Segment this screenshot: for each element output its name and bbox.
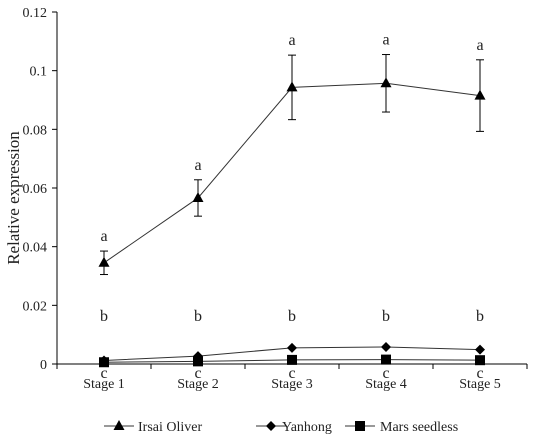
legend-marker: [355, 421, 365, 431]
data-point: [474, 89, 486, 100]
y-tick-label: 0.02: [23, 299, 48, 314]
data-point: [193, 356, 203, 367]
x-tick-labels: Stage 1 Stage 2 Stage 3 Stage 4 Stage 5: [83, 377, 501, 392]
data-point: [286, 81, 298, 92]
series-mars-seedless: [99, 354, 485, 368]
data-point: [381, 354, 391, 365]
y-tick-label: 0.1: [30, 65, 48, 80]
significance-label: c: [476, 365, 483, 382]
legend-label: Yanhong: [282, 420, 332, 435]
significance-label: b: [194, 308, 202, 325]
legend-item: Yanhong: [256, 420, 332, 435]
series-irsai-oliver: [98, 54, 486, 276]
axes: [52, 11, 528, 369]
y-axis-label: Relative expression: [4, 131, 23, 265]
data-point: [98, 256, 110, 267]
significance-label: c: [100, 365, 107, 382]
data-point: [381, 341, 391, 352]
legend-item: Mars seedless: [345, 420, 458, 435]
legend: Irsai Oliver Yanhong Mars seedless: [104, 420, 458, 435]
legend-marker: [266, 421, 276, 431]
significance-label: a: [382, 32, 389, 49]
significance-label: a: [476, 37, 483, 54]
significance-label: b: [100, 308, 108, 325]
data-point: [475, 344, 485, 355]
y-tick-label: 0.06: [23, 182, 48, 197]
data-point: [475, 355, 485, 366]
data-point: [99, 357, 109, 368]
data-point: [380, 77, 392, 88]
significance-label: b: [382, 308, 390, 325]
significance-labels: a a a a a b b b b b c c c c c: [100, 32, 484, 382]
x-tick-label: Stage 2: [177, 377, 219, 392]
data-point: [287, 342, 297, 353]
significance-label: a: [194, 157, 201, 174]
legend-marker: [113, 420, 125, 430]
y-tick-label: 0.08: [23, 123, 48, 138]
y-tick-labels: 0 0.02 0.04 0.06 0.08 0.1 0.12: [23, 6, 48, 373]
significance-label: c: [194, 365, 201, 382]
data-point: [287, 354, 297, 365]
y-tick-label: 0.12: [23, 6, 48, 21]
significance-label: a: [100, 228, 107, 245]
significance-label: b: [288, 308, 296, 325]
y-tick-label: 0: [40, 358, 47, 373]
significance-label: c: [288, 365, 295, 382]
x-tick-label: Stage 4: [365, 377, 407, 392]
data-point: [192, 191, 204, 202]
legend-label: Irsai Oliver: [138, 420, 202, 435]
significance-label: c: [382, 365, 389, 382]
significance-label: b: [476, 308, 484, 325]
significance-label: a: [288, 32, 295, 49]
x-tick-label: Stage 3: [271, 377, 313, 392]
legend-label: Mars seedless: [380, 420, 458, 435]
x-tick-label: Stage 5: [459, 377, 501, 392]
y-tick-label: 0.04: [23, 241, 48, 256]
series-layer: [98, 54, 486, 368]
x-tick-label: Stage 1: [83, 377, 125, 392]
legend-item: Irsai Oliver: [104, 420, 202, 435]
